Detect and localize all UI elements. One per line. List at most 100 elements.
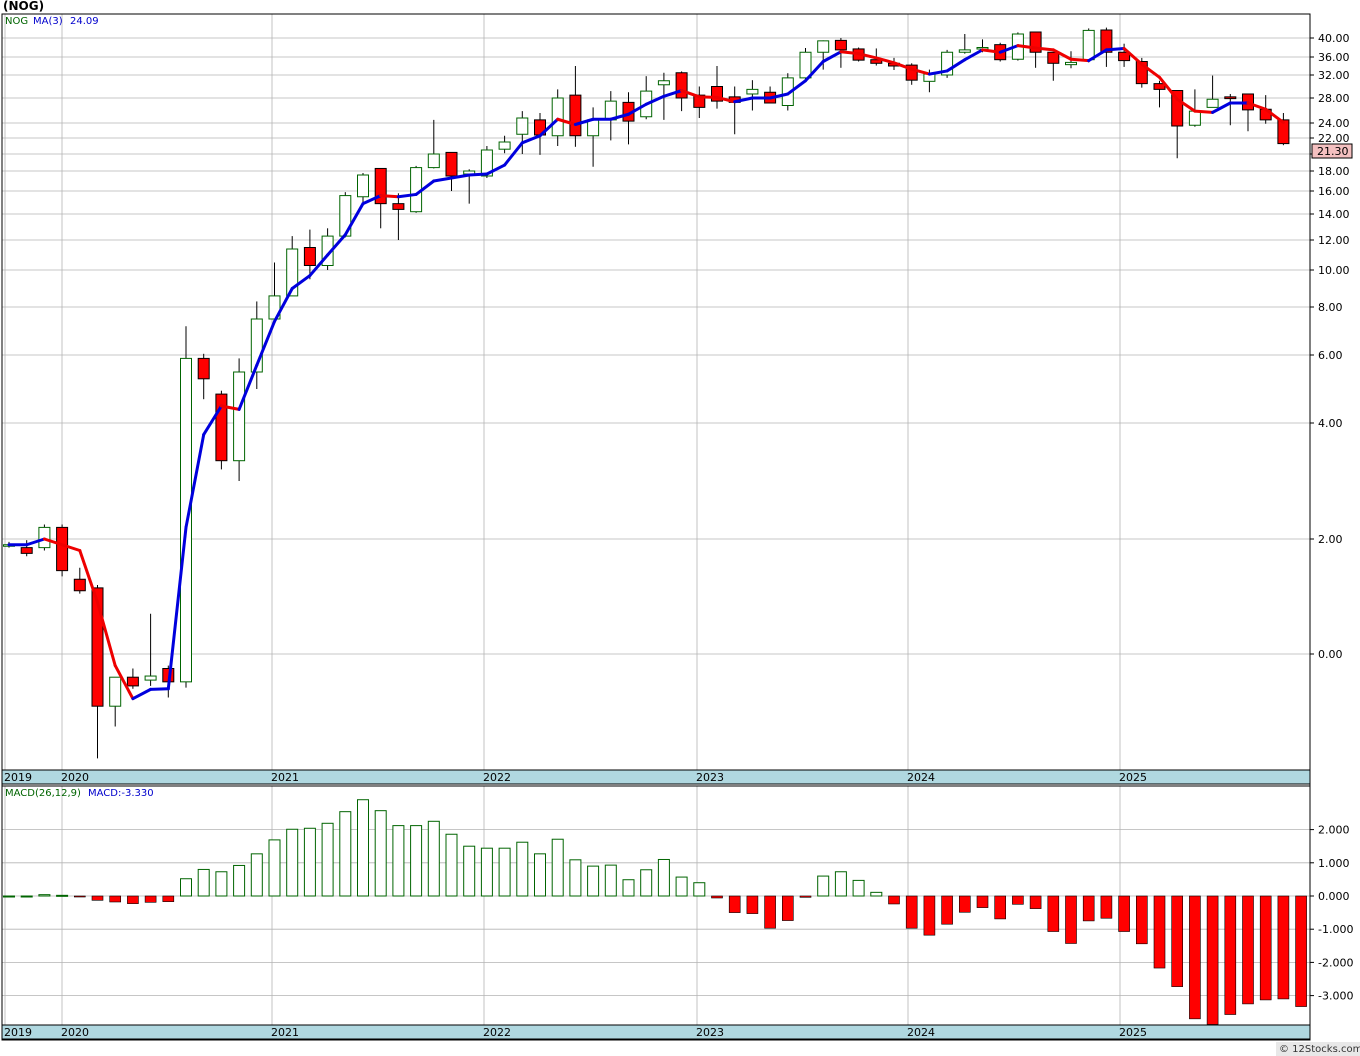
macd-bar [604, 864, 617, 897]
macd-bar [250, 853, 263, 897]
macd-bar [746, 895, 759, 914]
macd-bar [622, 879, 635, 897]
ma-segment [60, 543, 82, 552]
macd-bar [357, 799, 369, 897]
macd-bar [1277, 895, 1290, 1000]
year-tick-label: 2023 [696, 1026, 724, 1039]
macd-bar [728, 895, 741, 913]
candle [427, 119, 440, 169]
price-tick-label: 24.00 [1318, 117, 1350, 130]
macd-bar [374, 810, 387, 897]
candle [215, 390, 228, 470]
ma-segment [273, 287, 294, 323]
ma-segment [1104, 46, 1126, 52]
macd-bar [764, 895, 776, 929]
candle [20, 540, 33, 557]
candle [1100, 27, 1113, 67]
macd-bar [817, 875, 830, 897]
last-price: 21.30 [1317, 145, 1349, 158]
macd-value: MACD:-3.330 [88, 788, 154, 799]
year-tick-label: 2021 [271, 771, 299, 784]
ma-segment [1211, 101, 1232, 114]
candle [551, 89, 564, 146]
ma-segment [343, 202, 365, 237]
candle [357, 173, 369, 203]
macd-bar [445, 833, 458, 897]
candle [1171, 90, 1184, 159]
macd-bar [410, 825, 423, 897]
macd-grid [2, 786, 1310, 1025]
x-axis-years-bottom: 2019 2020 2021 2022 2023 2024 2025 [4, 1026, 1147, 1039]
candle [711, 66, 723, 109]
macd-bar [144, 895, 157, 903]
ma-segment [1246, 101, 1268, 111]
ma-segment [538, 117, 560, 138]
candle [498, 135, 511, 154]
x-axis-band-bottom [1, 1024, 1311, 1040]
macd-axis: 2.000 1.000 0.000 -1.000 -2.000 -3.000 [1310, 824, 1353, 1003]
macd-tick-label: -3.000 [1318, 990, 1353, 1003]
macd-bar [675, 876, 688, 897]
macd-bar [1224, 895, 1237, 1015]
price-tick-label: 16.00 [1318, 185, 1350, 198]
macd-bar [427, 820, 440, 897]
ma-segment [733, 96, 754, 104]
ma-segment [25, 537, 46, 547]
candle [374, 167, 387, 229]
watermark: © 12Stocks.com [1279, 1044, 1360, 1055]
ma-segment [1016, 44, 1038, 50]
price-grid [2, 14, 1310, 770]
candle [233, 358, 246, 481]
ma-segment [680, 89, 701, 99]
macd-bar [1065, 895, 1077, 944]
ma-segment [998, 44, 1020, 54]
price-tick-label: 14.00 [1318, 208, 1350, 221]
ma-segment [414, 179, 436, 196]
ma-segment [697, 95, 719, 99]
year-tick-label: 2020 [61, 1026, 89, 1039]
ma-segment [963, 48, 984, 62]
ma-segment [290, 274, 312, 290]
macd-bar [1189, 895, 1201, 1020]
price-tick-label: 2.00 [1318, 533, 1343, 546]
macd-bars [3, 799, 1307, 1025]
macd-bar [498, 847, 511, 897]
ma-segment [1175, 97, 1197, 113]
ma-segment [308, 253, 330, 278]
price-tick-label: 6.00 [1318, 349, 1343, 362]
price-tick-label: 10.00 [1318, 264, 1350, 277]
macd-tick-label: 0.000 [1318, 890, 1350, 903]
candle [144, 613, 157, 686]
macd-bar [958, 895, 971, 913]
candle [569, 66, 582, 147]
candle [516, 111, 529, 154]
ma-segment [1193, 109, 1215, 114]
price-tick-label: 0.00 [1318, 648, 1343, 661]
chart-title: (NOG) [3, 0, 44, 13]
candle [286, 236, 299, 297]
year-tick-label: 2019 [4, 1026, 32, 1039]
candle [197, 353, 210, 400]
ma-segment [1264, 107, 1285, 124]
macd-bar [994, 895, 1007, 920]
year-tick-label: 2024 [907, 1026, 935, 1039]
macd-bar [516, 841, 529, 897]
macd-bar [1029, 895, 1042, 909]
ma-segment [786, 79, 807, 96]
ma-segment [1140, 62, 1161, 79]
ma-segment [1087, 48, 1108, 63]
ma-segment [166, 525, 188, 691]
candle [693, 86, 706, 118]
candle [91, 585, 104, 759]
macd-bar [799, 895, 812, 898]
ma-segment [113, 664, 135, 701]
ma-label: MA(3) [33, 16, 63, 27]
macd-bar [781, 895, 794, 921]
ma-segment [450, 173, 471, 180]
price-tick-label: 12.00 [1318, 234, 1350, 247]
macd-bar [1242, 895, 1254, 1005]
macd-tick-label: 2.000 [1318, 824, 1350, 837]
macd-bar [657, 858, 670, 897]
year-tick-label: 2020 [61, 771, 89, 784]
candle [958, 34, 971, 54]
